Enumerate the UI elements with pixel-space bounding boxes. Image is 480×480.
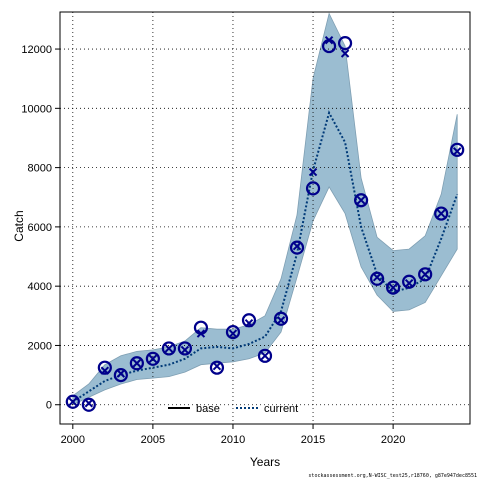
x-axis-title: Years xyxy=(250,455,280,469)
observed-circle-marker xyxy=(305,181,321,196)
observed-cross-marker xyxy=(196,329,206,338)
observed-cross-marker xyxy=(180,345,190,355)
observed-circle-marker xyxy=(225,325,241,340)
x-tick-label: 2005 xyxy=(141,434,165,446)
legend-base-label: base xyxy=(196,403,220,415)
y-tick-label: 8000 xyxy=(28,163,52,175)
observed-circle-marker xyxy=(450,142,465,157)
observed-cross-marker xyxy=(276,316,286,325)
observed-cross-marker xyxy=(452,147,462,156)
observed-circle-marker xyxy=(113,367,128,383)
observed-circle-marker xyxy=(209,360,225,375)
observed-circle-marker xyxy=(145,351,160,366)
plot-frame xyxy=(59,11,471,425)
observed-cross-marker xyxy=(308,167,318,177)
observed-cross-marker xyxy=(132,359,142,368)
x-tick-label: 2010 xyxy=(221,434,245,446)
observed-cross-marker xyxy=(292,241,302,251)
observed-cross-marker xyxy=(420,270,430,279)
y-tick-label: 0 xyxy=(46,400,52,412)
observed-cross-marker xyxy=(260,351,270,361)
observed-circle-marker xyxy=(386,280,401,295)
observed-circle-marker xyxy=(370,271,385,286)
y-tick-label: 12000 xyxy=(21,44,52,56)
observed-cross-marker xyxy=(84,399,94,408)
y-tick-label: 6000 xyxy=(28,222,52,234)
observed-cross-marker xyxy=(228,329,238,338)
observed-circle-marker xyxy=(257,348,273,363)
observed-circle-marker xyxy=(434,206,449,221)
observed-cross-marker xyxy=(68,397,78,406)
x-tick-label: 2020 xyxy=(381,434,405,446)
observed-cross-marker xyxy=(164,344,174,353)
observed-cross-marker xyxy=(356,196,366,205)
observed-circle-marker xyxy=(65,394,80,409)
observed-cross-marker xyxy=(212,361,222,371)
legend: base current xyxy=(168,403,298,415)
observed-circle-marker xyxy=(353,193,369,208)
observed-cross-marker xyxy=(388,283,398,292)
observed-cross-marker xyxy=(340,49,350,58)
observed-cross-marker xyxy=(372,273,382,282)
observed-cross-marker xyxy=(116,369,126,378)
observed-circle-marker xyxy=(289,240,305,255)
observed-circle-marker xyxy=(97,360,112,375)
x-tick-label: 2000 xyxy=(61,434,85,446)
y-tick-label: 10000 xyxy=(21,103,52,115)
observed-circle-marker xyxy=(129,356,144,371)
observed-cross-marker xyxy=(244,319,254,328)
footer-text: stockassessment.org,N-WISC_test25,r18760… xyxy=(308,473,477,479)
observed-cross-marker xyxy=(404,279,414,288)
observed-circle-marker xyxy=(161,341,177,356)
observed-cross-marker xyxy=(100,366,110,375)
observed-circle-marker xyxy=(81,397,96,412)
observed-circle-marker xyxy=(177,341,193,356)
observed-circle-marker xyxy=(402,274,417,289)
observed-circle-marker xyxy=(337,36,353,51)
confidence-band xyxy=(72,12,458,406)
observed-circle-marker xyxy=(418,267,433,282)
observed-cross-marker xyxy=(436,209,446,218)
legend-current-label: current xyxy=(264,403,298,415)
observed-cross-marker xyxy=(324,35,334,45)
observed-circle-marker xyxy=(241,313,257,328)
y-axis-title: Catch xyxy=(12,210,26,241)
y-tick-label: 2000 xyxy=(28,340,52,352)
observed-cross-marker xyxy=(148,354,158,363)
x-tick-label: 2015 xyxy=(301,434,325,446)
observed-circle-marker xyxy=(273,311,289,326)
y-tick-label: 4000 xyxy=(28,281,52,293)
